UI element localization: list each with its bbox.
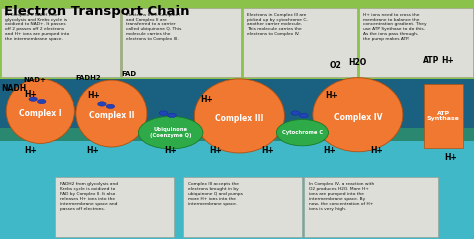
- FancyBboxPatch shape: [304, 177, 438, 237]
- Text: Electrons in Complex III are
picked up by cytochrome C,
another carrier molecule: Electrons in Complex III are picked up b…: [247, 13, 308, 36]
- Text: H+: H+: [86, 146, 99, 155]
- Text: Ubiquinone
(Coenzyme Q): Ubiquinone (Coenzyme Q): [150, 127, 191, 138]
- Text: Complex II: Complex II: [89, 111, 134, 120]
- Text: Complex IV: Complex IV: [334, 113, 382, 122]
- Text: FAD: FAD: [121, 71, 137, 77]
- Circle shape: [159, 111, 168, 115]
- Text: H+: H+: [200, 95, 212, 104]
- Text: NADH: NADH: [1, 84, 26, 93]
- Circle shape: [138, 116, 203, 149]
- Text: In Complex IV, a reaction with
O2 produces H2O. More H+
ions are pumped into the: In Complex IV, a reaction with O2 produc…: [309, 182, 374, 211]
- FancyBboxPatch shape: [122, 8, 241, 77]
- Text: Cytochrome C: Cytochrome C: [282, 130, 323, 135]
- Text: H+: H+: [210, 146, 222, 155]
- Circle shape: [98, 102, 106, 106]
- Text: ATP
Synthase: ATP Synthase: [427, 110, 460, 121]
- Text: NAD+: NAD+: [24, 77, 46, 83]
- Text: In Complex I, NADH from
glycolysis and Krebs cycle is
oxidized to NAD+. It passe: In Complex I, NADH from glycolysis and K…: [5, 13, 70, 41]
- Text: H+: H+: [441, 56, 454, 65]
- Text: H+: H+: [88, 91, 100, 100]
- Bar: [0, 79, 474, 139]
- FancyBboxPatch shape: [1, 8, 120, 77]
- Text: Complex I: Complex I: [19, 109, 62, 118]
- FancyBboxPatch shape: [424, 84, 463, 148]
- Circle shape: [300, 113, 308, 118]
- Circle shape: [291, 111, 300, 115]
- FancyBboxPatch shape: [55, 177, 174, 237]
- Text: H+: H+: [164, 146, 177, 155]
- Circle shape: [37, 99, 46, 104]
- Ellipse shape: [6, 79, 74, 143]
- Text: FADH2 from glycolysis and
Krebs cycle is oxidized to
FAD by Complex II. It also
: FADH2 from glycolysis and Krebs cycle is…: [60, 182, 118, 211]
- Ellipse shape: [313, 78, 403, 152]
- Circle shape: [168, 113, 176, 118]
- Ellipse shape: [194, 79, 284, 153]
- Text: Electron Transport Chain: Electron Transport Chain: [4, 5, 189, 18]
- FancyBboxPatch shape: [243, 8, 357, 77]
- Circle shape: [276, 120, 328, 146]
- Text: H+: H+: [262, 146, 274, 155]
- FancyBboxPatch shape: [183, 177, 302, 237]
- Text: H+: H+: [25, 90, 37, 99]
- Text: Electrons from Complex I
and Complex II are
transferred to a carrier
called ubiq: Electrons from Complex I and Complex II …: [126, 13, 182, 41]
- Text: H+: H+: [444, 153, 456, 162]
- Text: H+: H+: [323, 146, 336, 155]
- Text: H+: H+: [326, 91, 338, 100]
- Text: H2O: H2O: [348, 58, 367, 67]
- Text: O2: O2: [329, 61, 341, 70]
- Bar: [0, 128, 474, 141]
- Text: Complex III: Complex III: [215, 114, 264, 123]
- Ellipse shape: [76, 80, 147, 147]
- Text: FADH2: FADH2: [75, 75, 100, 81]
- Circle shape: [29, 97, 37, 101]
- FancyBboxPatch shape: [359, 8, 473, 77]
- Text: H+ ions need to cross the
membrane to balance the
concentration gradient. They
u: H+ ions need to cross the membrane to ba…: [363, 13, 427, 41]
- Text: H+: H+: [371, 146, 383, 155]
- Text: Complex III accepts the
electrons brought in by
ubiquinone Q and pumps
more H+ i: Complex III accepts the electrons brough…: [188, 182, 243, 206]
- Text: ATP: ATP: [423, 56, 440, 65]
- Bar: [0, 139, 474, 239]
- Circle shape: [106, 104, 115, 109]
- Text: H+: H+: [25, 146, 37, 155]
